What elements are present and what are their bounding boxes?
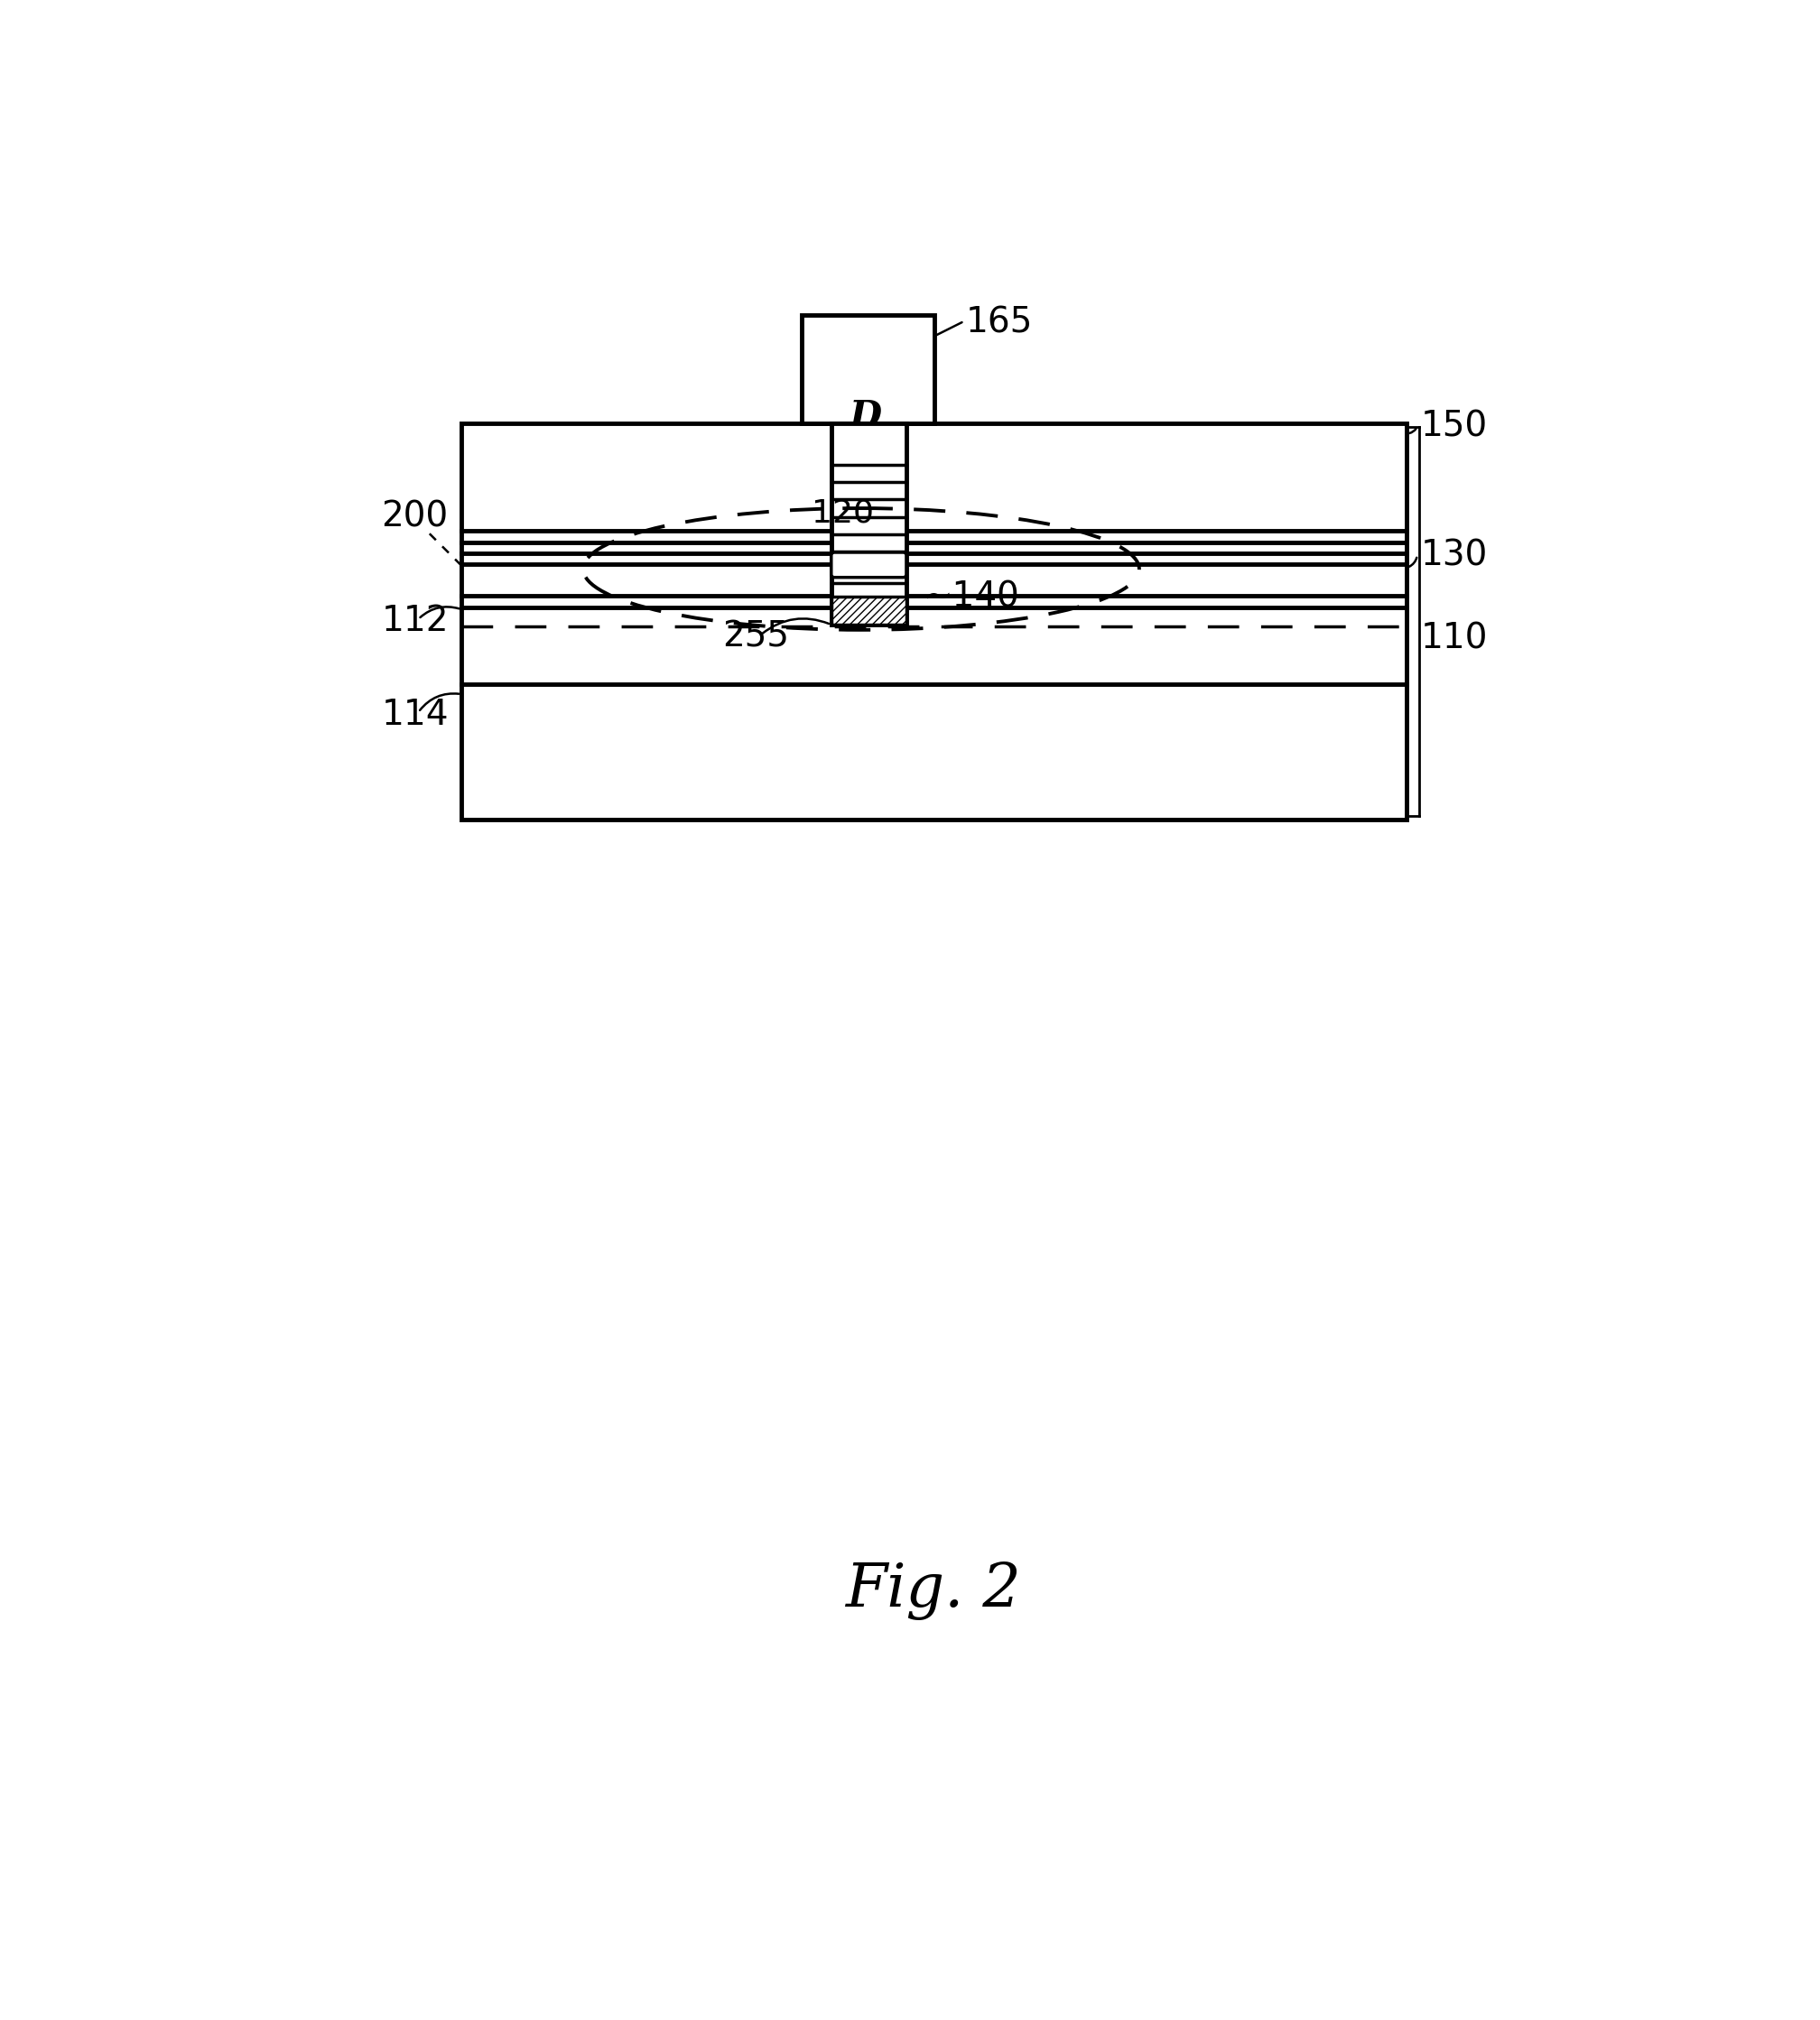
Text: 120: 120 [812,499,874,529]
Text: Fig. 2: Fig. 2 [844,1561,1021,1620]
Text: 130: 130 [1421,537,1489,572]
Bar [832,596,906,624]
Text: 110: 110 [1421,622,1489,656]
Text: 255: 255 [723,620,788,654]
Text: 114: 114 [382,697,450,731]
Text: 200: 200 [382,499,448,533]
Text: D: D [850,398,883,436]
Bar [832,422,906,624]
FancyBboxPatch shape [832,551,906,578]
Bar [803,315,934,422]
Bar [462,422,1407,820]
Text: 165: 165 [965,305,1032,339]
Text: ~140: ~140 [925,580,1021,614]
Text: 150: 150 [1421,410,1487,444]
Text: 112: 112 [382,604,450,638]
